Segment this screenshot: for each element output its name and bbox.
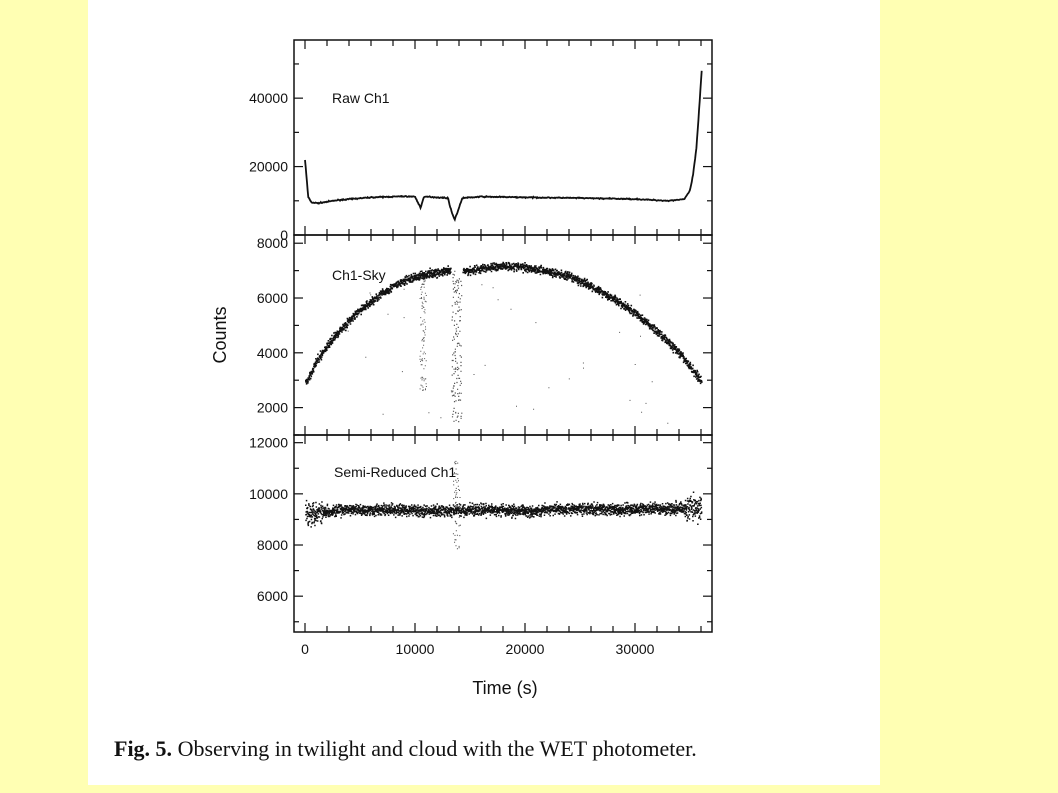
caption-text: Observing in twilight and cloud with the… [177, 736, 697, 761]
x-tick-label: 0 [301, 641, 309, 657]
x-tick-label: 30000 [616, 641, 655, 657]
y-tick-label: 40000 [249, 90, 288, 106]
paper-page [88, 0, 880, 785]
y-tick-label: 0 [280, 227, 288, 243]
y-tick-label: 8000 [257, 537, 288, 553]
y-tick-label: 4000 [257, 345, 288, 361]
y-tick-label: 20000 [249, 159, 288, 175]
figure-caption: Fig. 5. Observing in twilight and cloud … [114, 736, 874, 762]
caption-label: Fig. 5. [114, 736, 173, 761]
panel-label-1: Raw Ch1 [332, 90, 390, 106]
y-axis-label: Counts [210, 306, 230, 363]
x-tick-label: 10000 [396, 641, 435, 657]
panel-label-2: Ch1-Sky [332, 267, 386, 283]
y-tick-label: 8000 [257, 235, 288, 251]
y-tick-label: 6000 [257, 588, 288, 604]
x-tick-label: 20000 [506, 641, 545, 657]
panel-frame-2 [293, 234, 713, 436]
y-tick-label: 2000 [257, 400, 288, 416]
y-tick-label: 10000 [249, 486, 288, 502]
y-tick-label: 12000 [249, 435, 288, 451]
semi-reduced-series-points [305, 491, 703, 528]
panel-label-3: Semi-Reduced Ch1 [334, 464, 456, 480]
raw-ch1-series-line [304, 70, 703, 222]
ch1-sky-series-points [305, 261, 703, 385]
ch1-sky-outlier-points [347, 270, 669, 424]
panel-frame-1 [293, 39, 713, 236]
y-tick-label: 6000 [257, 290, 288, 306]
x-axis-label: Time (s) [472, 678, 537, 698]
